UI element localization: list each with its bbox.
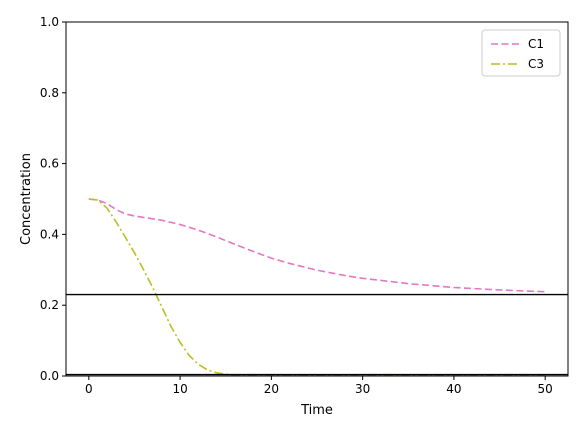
y-tick-label: 0.6	[40, 157, 59, 171]
y-tick-label: 0.0	[40, 369, 59, 383]
x-tick-label: 20	[264, 382, 279, 396]
legend-label-c3: C3	[528, 57, 544, 71]
y-axis-label: Concentration	[19, 153, 34, 245]
plot-area	[66, 22, 568, 376]
legend-box	[481, 29, 561, 77]
x-tick-label: 40	[446, 382, 461, 396]
x-tick-label: 30	[355, 382, 370, 396]
x-tick-label: 50	[538, 382, 553, 396]
x-axis-label: Time	[300, 403, 333, 418]
axes-frame	[65, 21, 569, 377]
x-tick-label: 0	[85, 382, 93, 396]
legend-label-c1: C1	[528, 37, 544, 51]
y-tick-label: 1.0	[40, 15, 59, 29]
reference-lines	[66, 293, 568, 376]
series-line-c1	[88, 198, 546, 293]
x-tick-label: 10	[172, 382, 187, 396]
plot-background	[66, 22, 568, 376]
y-tick-label: 0.4	[40, 227, 59, 241]
y-tick-label: 0.2	[40, 298, 59, 312]
y-tick-label: 0.8	[40, 86, 59, 100]
axes: 0 10 20 30 40 50 0.0 0.2 0.4 0.6 0.8 1.0	[40, 15, 569, 396]
